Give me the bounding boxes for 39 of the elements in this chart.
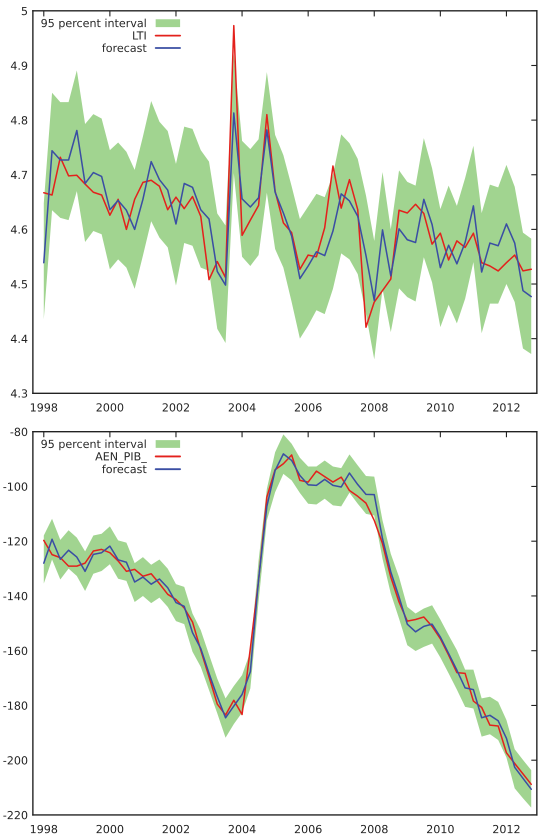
x-tick-label: 2000 [96,403,124,412]
y-tick-label: -80 [10,428,28,436]
x-tick-label: 2004 [228,824,256,834]
x-tick-label: 1998 [30,403,58,412]
y-tick-label: 4.5 [10,280,28,288]
x-tick-label: 2000 [96,824,124,834]
legend-label: LTI [133,31,146,40]
y-tick-label: 4.3 [10,389,28,398]
x-tick-label: 2012 [493,824,520,834]
y-tick-label: -160 [3,646,28,656]
x-tick-label: 2006 [294,403,322,412]
legend-label: 95 percent interval [41,18,146,30]
y-tick-label: 4.7 [10,170,28,179]
y-tick-label: -140 [3,592,28,600]
y-tick-label: 5 [22,6,28,16]
legend-label: forecast [102,43,147,52]
y-tick-label: 4.8 [10,116,28,124]
x-tick-label: 2002 [162,403,189,412]
y-tick-label: 4.4 [10,334,28,343]
legend-label: forecast [102,464,147,474]
y-tick-label: -180 [3,701,28,710]
x-tick-label: 2008 [360,403,388,412]
x-tick-label: 2004 [228,403,256,412]
x-tick-label: 2010 [427,824,454,834]
x-tick-label: 2002 [162,824,189,834]
x-tick-label: 2010 [427,403,454,412]
legend-label: AEN_PIB_ [95,452,147,463]
y-tick-label: 4.6 [10,225,28,234]
y-tick-label: 4.9 [10,61,28,70]
y-tick-label: -100 [3,482,28,491]
x-tick-label: 2012 [493,403,520,412]
legend-label: 95 percent interval [41,439,146,450]
x-tick-label: 1998 [30,824,58,834]
x-tick-label: 2008 [360,824,388,834]
y-tick-label: -200 [3,756,28,765]
line-series [43,112,532,302]
y-tick-label: -120 [3,537,28,546]
y-tick-label: -220 [3,810,28,820]
x-tick-label: 2006 [294,824,322,834]
